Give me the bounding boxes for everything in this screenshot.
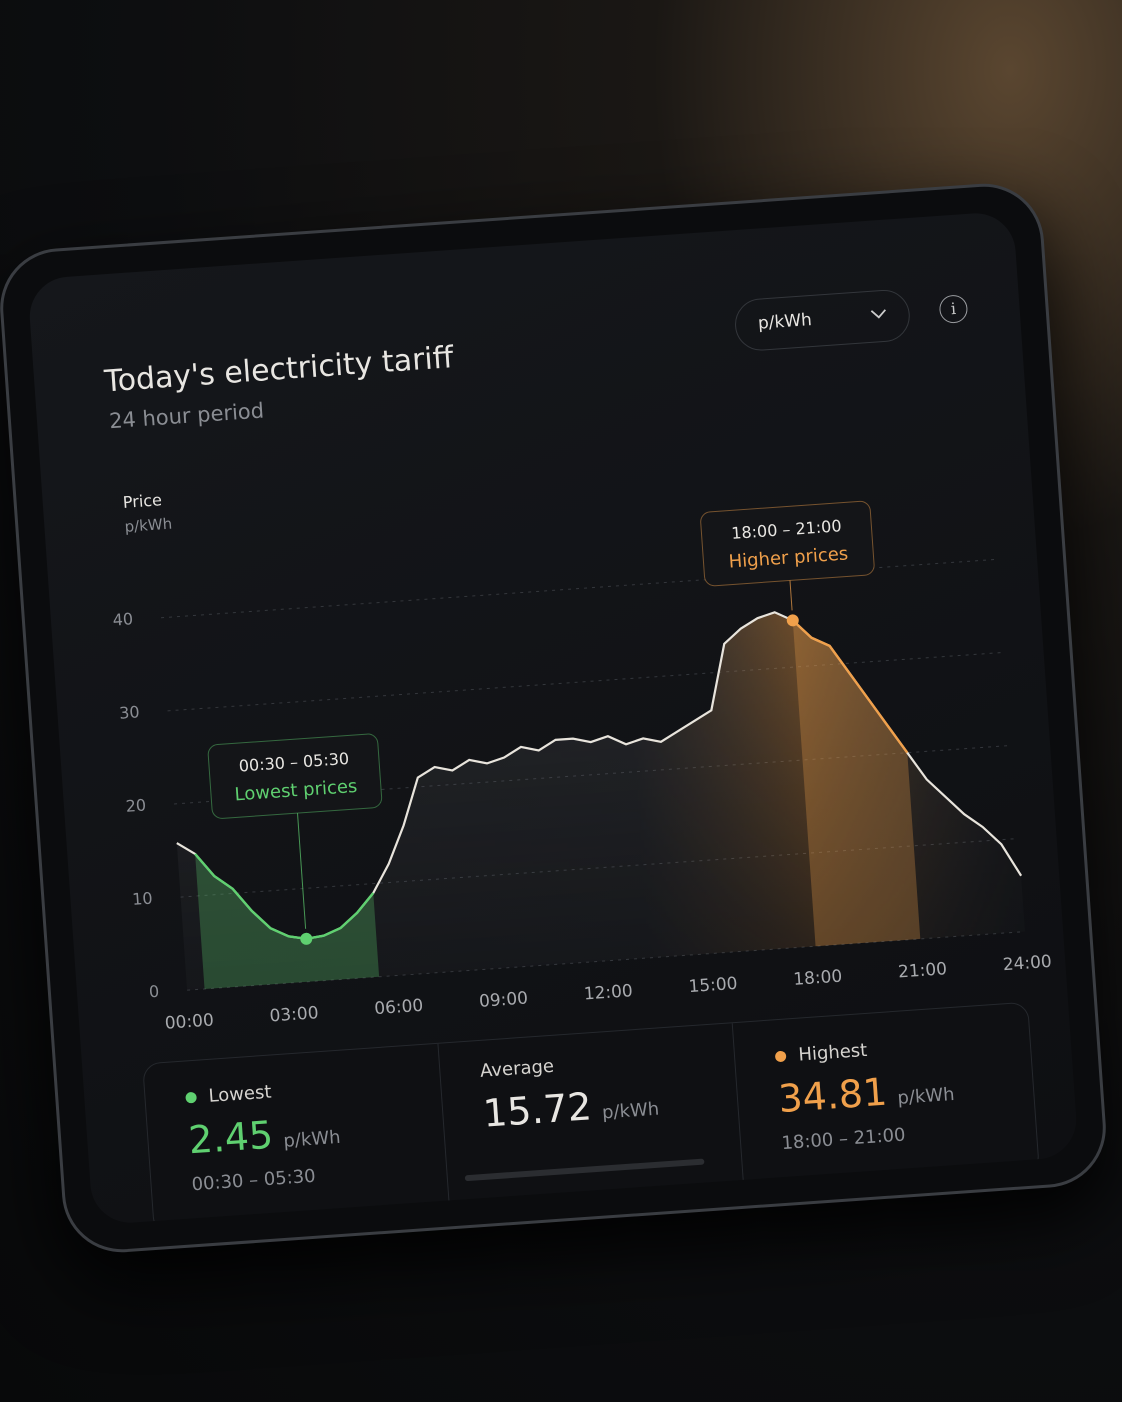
stat-card: Average 15.72 p/kWh bbox=[438, 1023, 745, 1214]
unit-label: p/kWh bbox=[757, 310, 813, 334]
extreme-marker bbox=[300, 932, 313, 945]
chevron-icon bbox=[870, 309, 887, 319]
annotation-box bbox=[207, 733, 383, 819]
x-tick-label: 06:00 bbox=[374, 996, 424, 1019]
stat-value-row: 2.45 p/kWh bbox=[187, 1104, 404, 1163]
title: Today's electricity tariff bbox=[103, 340, 455, 400]
extreme-marker bbox=[786, 614, 799, 627]
stat-value-row: 15.72 p/kWh bbox=[481, 1077, 699, 1136]
annotation-leader bbox=[297, 813, 307, 929]
annotation-leader bbox=[789, 580, 793, 611]
x-tick-label: 24:00 bbox=[1002, 952, 1052, 975]
stat-header: Average bbox=[479, 1046, 695, 1082]
stat-card: Highest 34.81 p/kWh 18:00 – 21:00 bbox=[733, 1003, 1039, 1193]
x-tick-label: 18:00 bbox=[793, 966, 843, 989]
highlight-area bbox=[792, 620, 921, 947]
x-tick-label: 00:00 bbox=[164, 1010, 214, 1033]
unit-selector[interactable]: p/kWh bbox=[733, 288, 912, 353]
screen: Today's electricity tariff 24 hour perio… bbox=[27, 210, 1079, 1226]
y-tick-label: 0 bbox=[148, 982, 159, 1002]
y-tick-label: 30 bbox=[119, 702, 141, 722]
tablet: Today's electricity tariff 24 hour perio… bbox=[0, 179, 1110, 1257]
stat-value: 2.45 bbox=[187, 1112, 275, 1163]
stat-value-row: 34.81 p/kWh bbox=[777, 1062, 994, 1121]
annotation-box bbox=[700, 500, 875, 587]
y-tick-label: 20 bbox=[125, 795, 147, 815]
highlight-line bbox=[791, 619, 909, 754]
stat-label: Lowest bbox=[207, 1081, 273, 1107]
stat-header: Highest bbox=[775, 1031, 991, 1067]
x-tick-label: 09:00 bbox=[478, 988, 528, 1011]
stat-dot bbox=[775, 1050, 787, 1063]
x-tick-label: 21:00 bbox=[897, 959, 947, 982]
stat-unit: p/kWh bbox=[601, 1098, 660, 1124]
axis-unit: p/kWh bbox=[124, 515, 173, 536]
grid-line bbox=[167, 651, 1006, 712]
x-tick-label: 12:00 bbox=[583, 981, 633, 1004]
stat-header: Lowest bbox=[185, 1073, 401, 1109]
x-tick-label: 15:00 bbox=[688, 974, 738, 997]
y-tick-label: 40 bbox=[112, 609, 134, 629]
stat-value: 34.81 bbox=[776, 1069, 889, 1122]
highlight-line bbox=[194, 853, 375, 941]
area-fill bbox=[176, 612, 1026, 991]
stat-value: 15.72 bbox=[481, 1084, 594, 1136]
x-tick-label: 03:00 bbox=[269, 1003, 319, 1026]
chart: Price p/kWh 0 10 20 30 40 00:00 03:00 06:00 09:0… bbox=[112, 490, 1052, 1034]
info-button[interactable]: i bbox=[938, 294, 969, 325]
stat-period: 00:30 – 05:30 bbox=[190, 1165, 317, 1196]
stat-label: Average bbox=[479, 1055, 555, 1082]
y-tick-label: 10 bbox=[132, 889, 154, 909]
stat-card: Lowest 2.45 p/kWh 00:30 – 05:30 bbox=[143, 1043, 450, 1226]
stat-period: 18:00 – 21:00 bbox=[780, 1124, 907, 1155]
stat-label: Highest bbox=[797, 1039, 868, 1066]
highlight-area bbox=[195, 853, 380, 989]
subtitle: 24 hour period bbox=[108, 398, 265, 434]
stat-dot bbox=[185, 1091, 197, 1104]
stat-unit: p/kWh bbox=[896, 1083, 956, 1109]
axis-title: Price bbox=[122, 490, 162, 512]
stat-unit: p/kWh bbox=[282, 1126, 342, 1152]
